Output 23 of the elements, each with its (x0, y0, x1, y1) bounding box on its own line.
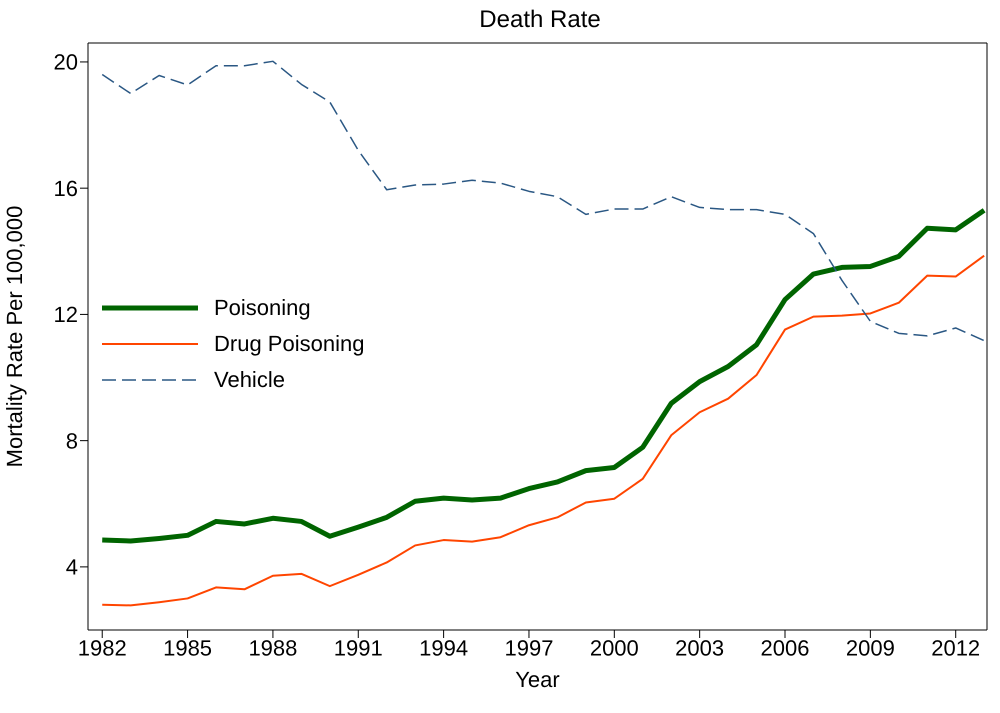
y-tick-label: 12 (54, 302, 78, 328)
x-tick-label: 2000 (590, 636, 639, 661)
x-tick-label: 2012 (931, 636, 980, 661)
legend-label: Vehicle (214, 367, 285, 393)
x-tick-label: 2003 (675, 636, 724, 661)
x-tick-label: 1997 (504, 636, 554, 661)
x-tick-label: 1991 (334, 636, 383, 661)
legend-label: Poisoning (214, 295, 311, 321)
x-axis-title: Year (515, 667, 560, 692)
x-tick-label: 1994 (419, 636, 468, 661)
y-tick-label: 8 (66, 428, 78, 454)
y-tick-label: 4 (66, 554, 78, 580)
x-tick-label: 1985 (163, 636, 212, 661)
chart-title: Death Rate (478, 6, 602, 34)
x-tick-label: 1988 (248, 636, 298, 661)
y-tick-label: 20 (54, 50, 78, 75)
x-tick-label: 1982 (78, 636, 127, 661)
y-axis-title: Mortality Rate Per 100,000 (2, 206, 27, 468)
x-tick-label: 2006 (760, 636, 810, 661)
x-tick-label: 2009 (846, 636, 895, 661)
legend-label: Drug Poisoning (214, 331, 364, 357)
y-tick-label: 16 (54, 176, 78, 201)
line-series (101, 254, 986, 606)
